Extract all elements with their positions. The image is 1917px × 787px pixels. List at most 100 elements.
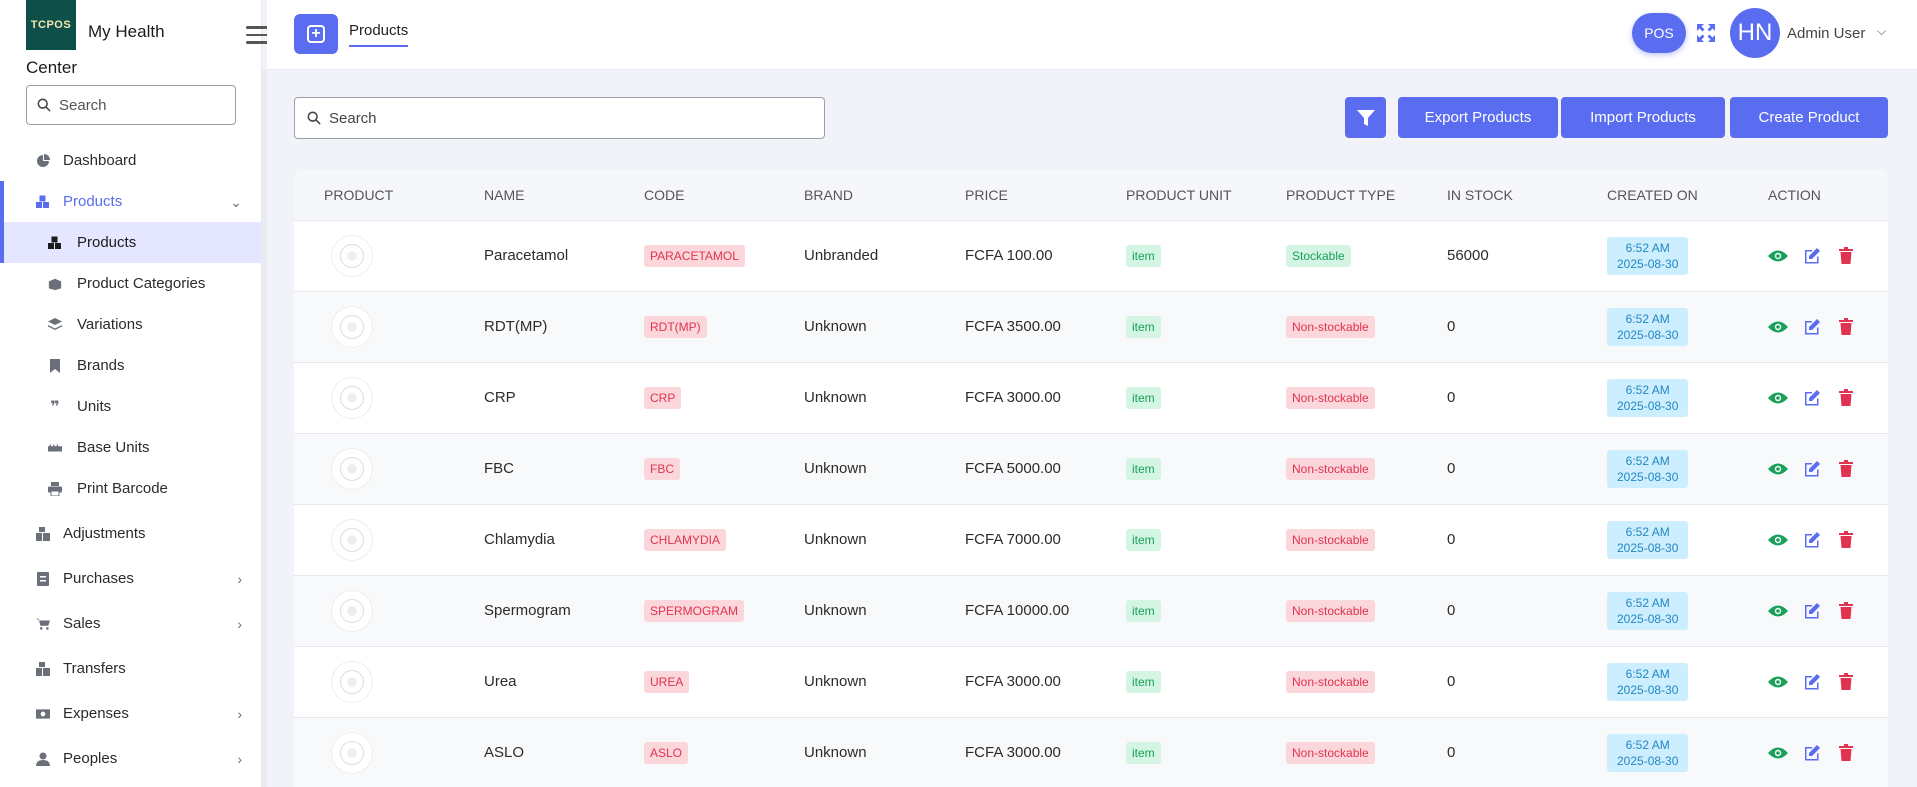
created-on-badge: 6:52 AM 2025-08-30 [1607, 378, 1689, 417]
sidebar-subitem-brands[interactable]: Brands [0, 345, 262, 386]
products-table: PRODUCT NAME CODE BRAND PRICE PRODUCT UN… [294, 170, 1888, 787]
view-icon[interactable] [1768, 672, 1788, 692]
sidebar-subitem-base-units[interactable]: Base Units [0, 427, 262, 468]
tab-products[interactable]: Products [349, 22, 409, 47]
sidebar-subitem-variations[interactable]: Variations [0, 304, 262, 345]
view-icon[interactable] [1768, 388, 1788, 408]
product-code-cell: PARACETAMOL [614, 219, 774, 291]
edit-icon[interactable] [1802, 672, 1822, 692]
product-name: ASLO [454, 716, 614, 787]
product-thumbnail[interactable] [332, 590, 372, 631]
product-thumbnail[interactable] [332, 235, 372, 276]
column-header[interactable]: PRODUCT UNIT [1126, 186, 1232, 203]
sidebar-item-adjustments[interactable]: Adjustments [0, 513, 262, 554]
delete-icon[interactable] [1836, 672, 1856, 692]
product-thumbnail[interactable] [332, 448, 372, 489]
delete-icon[interactable] [1836, 388, 1856, 408]
fullscreen-icon[interactable] [1697, 24, 1715, 42]
chevron-down-icon[interactable]: ⌵ [1877, 24, 1887, 38]
avatar[interactable]: HN [1730, 8, 1780, 58]
column-header[interactable]: PRICE [965, 186, 1008, 203]
product-thumbnail[interactable] [332, 377, 372, 418]
product-thumbnail[interactable] [332, 519, 372, 560]
delete-icon[interactable] [1836, 743, 1856, 763]
sidebar-search[interactable] [26, 85, 236, 125]
view-icon[interactable] [1768, 459, 1788, 479]
app-logo[interactable]: TCPOS [26, 0, 76, 50]
product-search[interactable] [294, 97, 825, 139]
edit-icon[interactable] [1802, 601, 1822, 621]
edit-icon[interactable] [1802, 317, 1822, 337]
product-thumbnail[interactable] [332, 661, 372, 702]
product-thumbnail[interactable] [332, 732, 372, 773]
sidebar-subitem-label: Product Categories [77, 275, 206, 292]
create-product-button[interactable]: Create Product [1730, 97, 1888, 138]
created-on-badge: 6:52 AM 2025-08-30 [1607, 662, 1689, 701]
column-header[interactable]: PRODUCT TYPE [1286, 186, 1396, 203]
column-header: ACTION [1768, 186, 1821, 203]
column-header[interactable]: NAME [484, 186, 525, 203]
column-header[interactable]: IN STOCK [1447, 186, 1513, 203]
search-icon [37, 98, 51, 112]
created-date: 2025-08-30 [1617, 469, 1679, 484]
product-type-badge: Stockable [1286, 244, 1351, 267]
sidebar-subitem-label: Print Barcode [77, 480, 168, 497]
column-header[interactable]: BRAND [804, 186, 854, 203]
edit-icon[interactable] [1802, 530, 1822, 550]
sidebar-item-products[interactable]: Products ⌄ [0, 181, 262, 222]
product-type-cell: Non-stockable [1256, 574, 1417, 646]
table-row: ASLO ASLO Unknown FCFA 3000.00 item Non-… [294, 716, 1888, 787]
action-cell [1738, 219, 1888, 291]
delete-icon[interactable] [1836, 317, 1856, 337]
product-brand: Unknown [774, 290, 935, 362]
view-icon[interactable] [1768, 317, 1788, 337]
box-open-icon [48, 277, 62, 291]
view-icon[interactable] [1768, 601, 1788, 621]
sidebar-item-expenses[interactable]: Expenses › [0, 693, 262, 734]
column-header[interactable]: PRODUCT [324, 186, 394, 203]
view-icon[interactable] [1768, 246, 1788, 266]
user-name[interactable]: Admin User [1787, 25, 1866, 42]
sidebar-search-input[interactable] [59, 96, 219, 114]
delete-icon[interactable] [1836, 459, 1856, 479]
sidebar-item-peoples[interactable]: Peoples › [0, 738, 262, 779]
export-products-button[interactable]: Export Products [1398, 97, 1558, 138]
import-products-button[interactable]: Import Products [1561, 97, 1725, 138]
filter-button[interactable] [1345, 97, 1386, 138]
view-icon[interactable] [1768, 743, 1788, 763]
pos-button[interactable]: POS [1632, 13, 1686, 53]
sidebar-scrollbar[interactable] [262, 70, 267, 787]
created-on-badge: 6:52 AM 2025-08-30 [1607, 236, 1689, 275]
edit-icon[interactable] [1802, 246, 1822, 266]
table-row: RDT(MP) RDT(MP) Unknown FCFA 3500.00 ite… [294, 290, 1888, 362]
sidebar-item-label: Transfers [63, 660, 126, 677]
delete-icon[interactable] [1836, 601, 1856, 621]
add-tab-button[interactable]: + [294, 14, 338, 54]
product-price: FCFA 7000.00 [935, 503, 1096, 575]
delete-icon[interactable] [1836, 246, 1856, 266]
delete-icon[interactable] [1836, 530, 1856, 550]
edit-icon[interactable] [1802, 459, 1822, 479]
product-price: FCFA 3000.00 [935, 645, 1096, 717]
sidebar-subitem-units[interactable]: ❞ Units [0, 386, 262, 427]
hamburger-menu-icon[interactable] [246, 26, 268, 46]
product-search-input[interactable] [329, 109, 809, 127]
sidebar-subitem-product-categories[interactable]: Product Categories [0, 263, 262, 304]
product-code-cell: SPERMOGRAM [614, 574, 774, 646]
sidebar-item-transfers[interactable]: Transfers [0, 648, 262, 689]
sidebar-subitem-print-barcode[interactable]: Print Barcode [0, 468, 262, 509]
column-header[interactable]: CODE [644, 186, 685, 203]
column-header[interactable]: CREATED ON [1607, 186, 1698, 203]
money-icon [36, 707, 50, 721]
product-stock: 0 [1417, 645, 1577, 717]
edit-icon[interactable] [1802, 388, 1822, 408]
sidebar-item-purchases[interactable]: Purchases › [0, 558, 262, 599]
sidebar-item-sales[interactable]: Sales › [0, 603, 262, 644]
view-icon[interactable] [1768, 530, 1788, 550]
edit-icon[interactable] [1802, 743, 1822, 763]
product-thumbnail[interactable] [332, 306, 372, 347]
product-image-cell [294, 645, 454, 717]
sidebar-item-label: Purchases [63, 570, 134, 587]
sidebar-subitem-products[interactable]: Products [0, 222, 262, 263]
sidebar-item-dashboard[interactable]: Dashboard [0, 140, 262, 181]
